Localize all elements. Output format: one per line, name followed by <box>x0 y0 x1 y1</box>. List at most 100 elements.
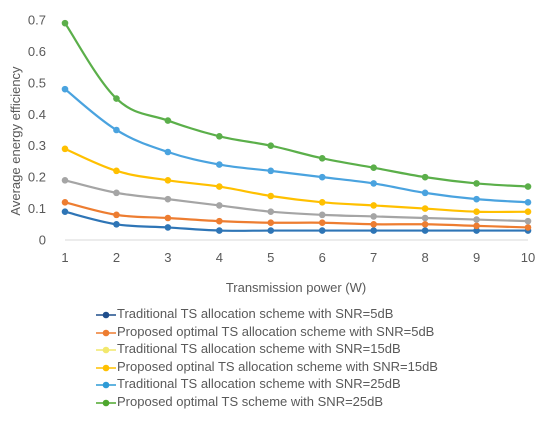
x-tick-label: 4 <box>216 250 223 265</box>
legend-line-marker-icon <box>95 326 117 338</box>
series-line <box>64 22 529 188</box>
y-tick-label: 0.4 <box>28 107 46 122</box>
series-line <box>64 179 529 223</box>
x-axis-ticks: 1 2 3 4 5 6 7 8 9 10 <box>61 250 535 265</box>
data-point <box>370 164 377 172</box>
data-point <box>61 198 69 206</box>
x-tick-label: 7 <box>370 250 377 265</box>
data-point <box>524 198 532 206</box>
x-axis-label: Transmission power (W) <box>226 280 366 295</box>
y-axis-title: Average energy efficiency <box>8 66 23 216</box>
y-tick-label: 0.1 <box>28 201 46 216</box>
data-point <box>61 145 69 153</box>
data-point <box>61 176 69 184</box>
data-point <box>421 220 429 228</box>
data-point <box>267 192 275 200</box>
y-tick-label: 0.7 <box>28 13 46 28</box>
x-tick-label: 9 <box>473 250 480 265</box>
data-point <box>370 180 377 187</box>
data-point <box>164 214 172 222</box>
data-point <box>267 167 275 175</box>
data-point <box>318 154 326 162</box>
data-point <box>421 189 429 197</box>
data-point <box>216 202 223 209</box>
data-point <box>421 214 429 222</box>
series-group <box>61 19 532 190</box>
data-point <box>524 208 532 216</box>
y-axis-ticks: 0 0.1 0.2 0.3 0.4 0.5 0.6 0.7 <box>28 13 46 248</box>
legend-item: Proposed optinal TS allocation scheme wi… <box>95 359 545 377</box>
data-point <box>421 173 429 181</box>
data-point <box>216 183 223 190</box>
data-point <box>61 85 69 93</box>
data-point <box>318 219 326 227</box>
legend-item: Traditional TS allocation scheme with SN… <box>95 306 545 324</box>
legend-item: Proposed optimal TS scheme with SNR=25dB <box>95 394 545 412</box>
series-group <box>61 208 532 234</box>
series-group <box>61 85 532 206</box>
data-point <box>267 208 275 216</box>
data-point <box>267 219 275 227</box>
data-point <box>318 173 326 181</box>
legend-line-marker-icon <box>95 378 117 390</box>
data-point <box>61 208 69 216</box>
y-tick-label: 0.3 <box>28 138 46 153</box>
data-point <box>164 195 172 203</box>
legend-label: Traditional TS allocation scheme with SN… <box>117 306 394 321</box>
series-line <box>64 88 529 204</box>
y-axis-label: Average energy efficiency <box>8 66 23 216</box>
x-tick-label: 2 <box>113 250 120 265</box>
legend: Traditional TS allocation scheme with SN… <box>95 306 545 411</box>
legend-label: Proposed optimal TS allocation scheme wi… <box>117 323 435 339</box>
data-point <box>216 227 223 234</box>
data-point <box>113 167 120 175</box>
data-point <box>524 217 532 225</box>
data-point <box>370 202 377 209</box>
data-point <box>113 220 120 228</box>
legend-line-marker-icon <box>95 343 117 355</box>
data-point <box>421 205 429 212</box>
data-point <box>473 227 480 234</box>
data-point <box>473 208 480 216</box>
legend-item: Traditional TS allocation scheme with SN… <box>95 341 545 359</box>
x-tick-label: 8 <box>421 250 428 265</box>
data-point <box>318 227 326 234</box>
data-point <box>473 180 480 187</box>
x-tick-label: 3 <box>164 250 171 265</box>
data-point <box>370 227 377 234</box>
data-point <box>473 216 480 223</box>
data-point <box>370 220 377 228</box>
line-chart: Average energy efficiency 00.10.20.30.40… <box>8 13 535 296</box>
data-point <box>113 126 120 134</box>
data-point <box>61 19 69 27</box>
legend-line-marker-icon <box>95 308 117 320</box>
legend-line-marker-icon <box>95 396 117 408</box>
data-point <box>318 198 326 206</box>
data-point <box>318 211 326 219</box>
series-group <box>61 198 532 231</box>
y-tick-label: 0 <box>39 233 46 248</box>
data-point <box>164 176 172 184</box>
series-line <box>64 201 529 229</box>
legend-item: Traditional TS allocation scheme with SN… <box>95 376 545 394</box>
series-group <box>61 145 532 216</box>
x-tick-label: 5 <box>267 250 274 265</box>
data-point <box>216 132 223 140</box>
y-tick-label: 0.6 <box>28 44 46 59</box>
legend-label: Proposed optinal TS allocation scheme wi… <box>117 358 438 374</box>
series-layer <box>61 19 532 234</box>
data-point <box>164 148 172 156</box>
data-point <box>267 227 275 234</box>
legend-label: Traditional TS allocation scheme with SN… <box>117 341 401 356</box>
legend-label: Traditional TS allocation scheme with SN… <box>117 376 401 391</box>
series-line <box>64 210 528 232</box>
data-point <box>421 227 429 234</box>
data-point <box>473 195 480 203</box>
data-point <box>524 183 532 190</box>
series-line <box>64 147 529 214</box>
legend-item: Proposed optimal TS allocation scheme wi… <box>95 324 545 342</box>
data-point <box>164 224 172 231</box>
y-tick-label: 0.5 <box>28 75 46 90</box>
y-tick-label: 0.2 <box>28 170 46 185</box>
data-point <box>216 161 223 168</box>
